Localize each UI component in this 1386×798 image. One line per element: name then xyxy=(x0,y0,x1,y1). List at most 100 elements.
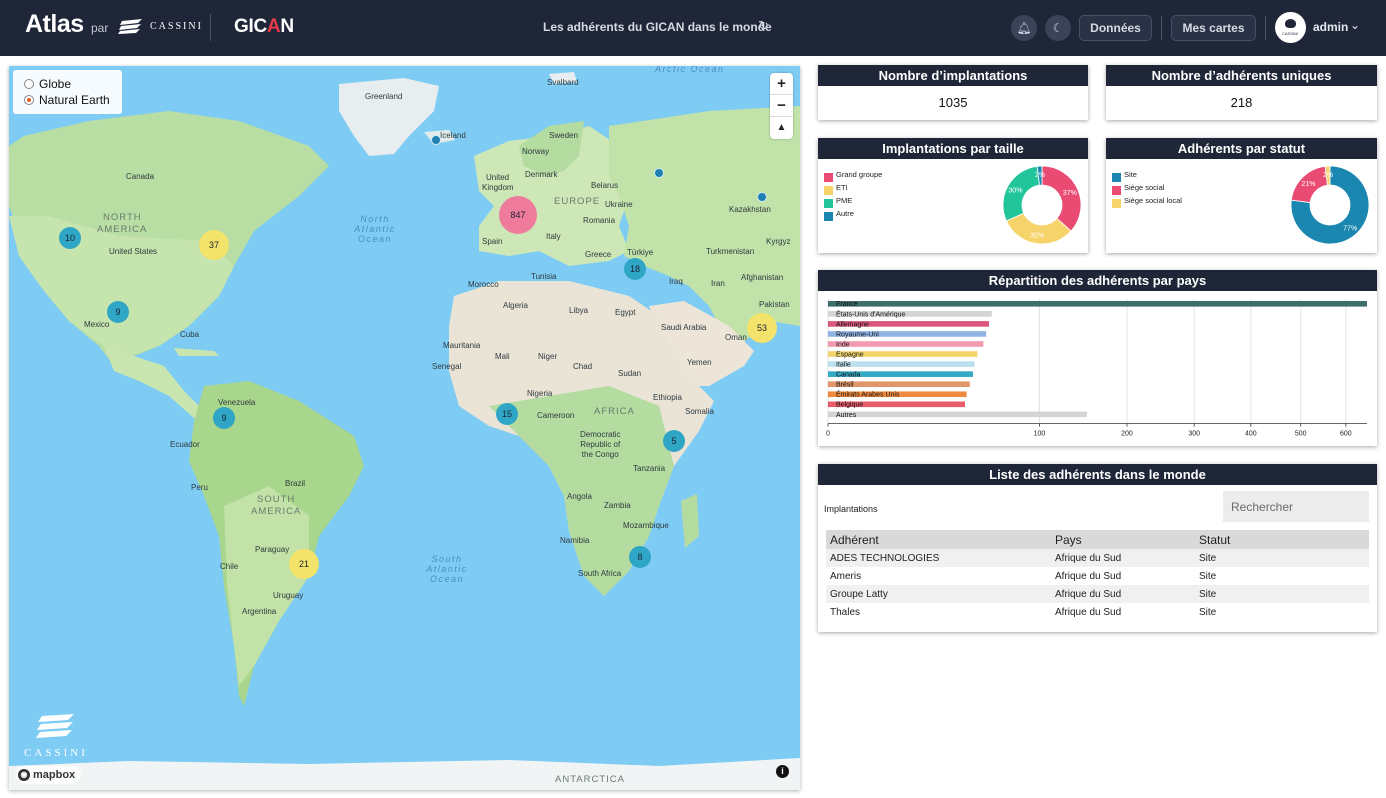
label-iraq: Iraq xyxy=(669,277,683,286)
label-morocco: Morocco xyxy=(468,280,499,289)
bar[interactable] xyxy=(828,321,990,327)
column-header-statut[interactable]: Statut xyxy=(1195,530,1369,549)
dark-mode-icon[interactable]: ☾ xyxy=(1045,15,1071,41)
world-map[interactable]: Arctic Ocean North Atlantic Ocean South … xyxy=(9,66,800,790)
table-row[interactable]: ADES TECHNOLOGIES Afrique du Sud Site xyxy=(826,549,1369,567)
label-north-america: NORTH xyxy=(103,212,142,223)
bell-icon[interactable]: 🔔︎ xyxy=(1011,15,1037,41)
legend-item[interactable]: Site xyxy=(1112,170,1182,183)
projection-option-natural-earth[interactable]: Natural Earth xyxy=(24,92,122,108)
legend-item[interactable]: Grand groupe xyxy=(824,170,882,183)
cluster-marker[interactable]: 847 xyxy=(499,196,537,234)
search-input[interactable] xyxy=(1223,491,1369,522)
bar[interactable] xyxy=(828,391,967,398)
label-south-atlantic-3: Ocean xyxy=(429,574,465,584)
cell-adherent: Ameris xyxy=(830,570,862,582)
chart-title: Répartition des adhérents par pays xyxy=(818,270,1377,291)
cassini-wordmark: CASSINI xyxy=(150,20,203,32)
cassini-watermark-text: CASSINI xyxy=(24,747,88,759)
header-divider xyxy=(210,14,211,41)
list-adherents: Liste des adhérents dans le monde Implan… xyxy=(818,464,1377,632)
cluster-marker[interactable]: 5 xyxy=(663,430,685,452)
column-header-adherent[interactable]: Adhérent xyxy=(826,530,1051,549)
cluster-marker[interactable]: 37 xyxy=(199,230,229,260)
bar[interactable] xyxy=(828,401,966,408)
cluster-marker[interactable]: 9 xyxy=(213,407,235,429)
label-turkiye: Türkiye xyxy=(627,248,654,257)
bar[interactable] xyxy=(828,341,984,347)
app-brand[interactable]: Atlas xyxy=(25,10,84,38)
chevron-down-icon[interactable]: ⌄ xyxy=(1350,18,1361,32)
table-row[interactable]: Ameris Afrique du Sud Site xyxy=(826,567,1369,585)
label-turkmenistan: Turkmenistan xyxy=(706,247,755,256)
cluster-marker[interactable]: 8 xyxy=(629,546,651,568)
label-drc-2: Republic of xyxy=(580,440,621,449)
mapbox-text: mapbox xyxy=(33,769,76,781)
label-south-america-2: AMERICA xyxy=(251,506,302,517)
legend-item[interactable]: ETI xyxy=(824,183,882,196)
donut-slice[interactable] xyxy=(1041,165,1082,232)
column-header-pays[interactable]: Pays xyxy=(1051,530,1195,549)
label-north-america-2: AMERICA xyxy=(97,224,148,235)
label-south-atlantic: South Atlantic Ocean xyxy=(417,554,477,584)
legend-swatch xyxy=(824,212,833,221)
legend-item[interactable]: PME xyxy=(824,196,882,209)
projection-option-globe[interactable]: Globe xyxy=(24,76,122,92)
refresh-icon[interactable]: ↻ xyxy=(758,18,769,33)
donut-slice[interactable] xyxy=(1036,165,1043,186)
cluster-marker[interactable]: 18 xyxy=(624,258,646,280)
member-dot[interactable] xyxy=(757,192,767,202)
table-row[interactable]: Thales Afrique du Sud Site xyxy=(826,603,1369,621)
bar[interactable] xyxy=(828,331,987,337)
cluster-marker[interactable]: 10 xyxy=(59,227,81,249)
bar[interactable] xyxy=(828,371,973,377)
donut-slice[interactable] xyxy=(1324,165,1331,186)
table-row[interactable]: Groupe Latty Afrique du Sud Site xyxy=(826,585,1369,603)
avatar-logo-icon xyxy=(1285,19,1296,28)
zoom-in-icon[interactable]: + xyxy=(770,73,793,95)
legend-item[interactable]: Autre xyxy=(824,209,882,222)
bar[interactable] xyxy=(828,351,978,357)
member-dot[interactable] xyxy=(431,135,441,145)
radio-globe[interactable] xyxy=(24,79,34,89)
legend-item[interactable]: Siège social local xyxy=(1112,196,1182,209)
chart-title: Adhérents par statut xyxy=(1106,138,1377,159)
label-tunisia: Tunisia xyxy=(531,272,557,281)
cell-statut: Site xyxy=(1199,606,1217,618)
member-dot[interactable] xyxy=(654,168,664,178)
donut-slice[interactable] xyxy=(1290,165,1370,245)
compass-icon[interactable]: ▲ xyxy=(776,122,787,133)
cluster-marker[interactable]: 15 xyxy=(496,403,518,425)
label-iran: Iran xyxy=(711,279,725,288)
bar[interactable] xyxy=(828,311,992,317)
radio-natural-earth[interactable] xyxy=(24,95,34,105)
zoom-out-icon[interactable]: − xyxy=(770,95,793,117)
projection-label-natural-earth: Natural Earth xyxy=(39,93,110,107)
label-africa: AFRICA xyxy=(594,406,635,417)
mapbox-logo[interactable]: ◉ mapbox xyxy=(15,766,82,784)
x-tick-label: 200 xyxy=(1121,431,1133,438)
mes-cartes-button[interactable]: Mes cartes xyxy=(1171,15,1256,41)
cluster-marker[interactable]: 21 xyxy=(289,549,319,579)
brand-par: par xyxy=(91,21,109,35)
bar[interactable] xyxy=(828,361,975,367)
bar-label: France xyxy=(836,301,858,308)
avatar[interactable]: CASSINI xyxy=(1275,12,1306,43)
bar[interactable] xyxy=(828,301,1367,307)
legend-item[interactable]: Siège social xyxy=(1112,183,1182,196)
user-name[interactable]: admin xyxy=(1313,20,1349,34)
members-table: Adhérent Pays Statut ADES TECHNOLOGIES A… xyxy=(826,530,1369,621)
label-somalia: Somalia xyxy=(685,407,714,416)
bar-label: Belgique xyxy=(836,402,863,409)
bar[interactable] xyxy=(828,411,1087,418)
cluster-marker[interactable]: 9 xyxy=(107,301,129,323)
cluster-marker[interactable]: 53 xyxy=(747,313,777,343)
header-divider-3 xyxy=(1265,16,1266,40)
label-svalbard: Svalbard xyxy=(547,78,579,87)
bar[interactable] xyxy=(828,381,970,387)
legend-swatch xyxy=(824,199,833,208)
donnees-button[interactable]: Données xyxy=(1079,15,1152,41)
info-icon[interactable]: i xyxy=(776,765,789,778)
label-north-atlantic: North Atlantic Ocean xyxy=(345,214,405,244)
